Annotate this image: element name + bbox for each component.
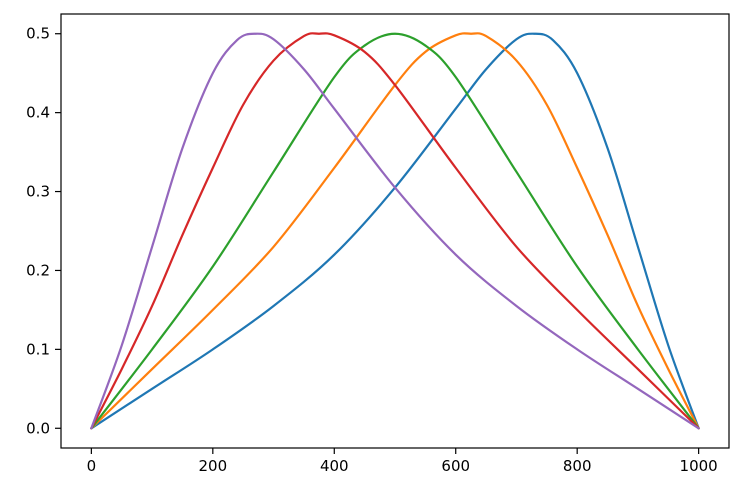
axis-layer: 0 200 400 600 800 1000 0.0 0.1 0.2 0.3 0.4 0.5 [26,25,718,475]
y-tick-label-4: 0.4 [26,104,50,122]
series-line-4 [90,32,700,430]
x-tick-label-5: 1000 [680,457,718,475]
y-tick-label-5: 0.5 [26,25,50,43]
x-tick-label-3: 600 [441,457,470,475]
y-tick-label-1: 0.1 [26,340,50,358]
x-tick-label-4: 800 [563,457,592,475]
y-tick-label-0: 0.0 [26,419,50,437]
series-layer [90,32,700,430]
x-tick-label-0: 0 [87,457,97,475]
series-line-2 [90,32,700,430]
y-tick-label-3: 0.3 [26,183,50,201]
y-tick-label-2: 0.2 [26,261,50,279]
plot-frame [60,13,730,449]
x-tick-label-1: 200 [198,457,227,475]
x-tick-label-2: 400 [320,457,349,475]
series-line-1 [90,32,700,430]
series-line-3 [90,32,700,430]
series-line-5 [90,32,700,430]
